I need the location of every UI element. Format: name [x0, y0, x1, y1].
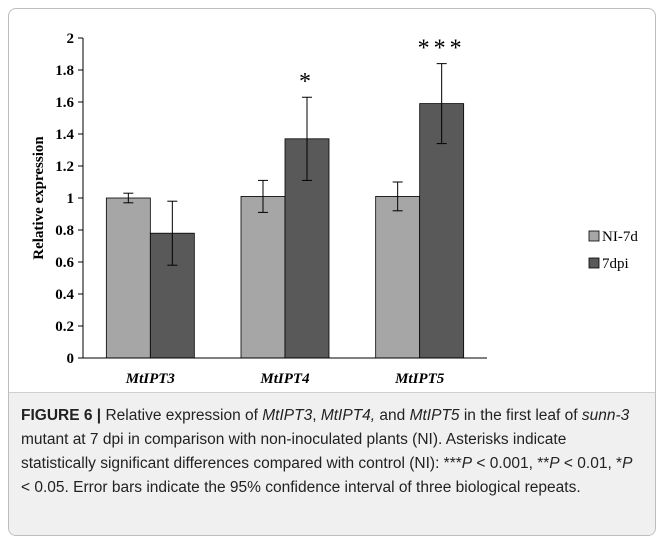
- legend-label: 7dpi: [602, 256, 629, 272]
- y-tick-label: 1: [67, 191, 75, 207]
- y-tick-label: 1.4: [55, 127, 74, 143]
- figure-frame: 0 0.2 0.4 0.6 0.8 1 1.2 1.4 1.6 1.8 2 MtIPT3 MtIPT4 *…: [8, 8, 656, 536]
- bar-ni-7d: [105, 197, 151, 359]
- figure-caption: FIGURE 6 | Relative expression of MtIPT3…: [9, 392, 655, 535]
- x-tick-label: MtIPT5: [394, 371, 445, 387]
- significance-marker: ***: [418, 36, 466, 62]
- y-tick-label: 1.8: [55, 63, 74, 79]
- bar-ni-7d: [240, 195, 286, 359]
- significance-marker: *: [299, 69, 315, 95]
- x-tick-label: MtIPT3: [125, 371, 176, 387]
- bar-ni-7d: [375, 195, 421, 359]
- mutant-name: sunn-3: [581, 407, 630, 424]
- y-tick-label: 1.6: [55, 95, 74, 111]
- gene-name: MtIPT3: [262, 407, 313, 424]
- y-tick-label: 0: [67, 351, 75, 367]
- gene-name: MtIPT5: [409, 407, 460, 424]
- y-tick-label: 0.6: [55, 255, 74, 271]
- gene-name: MtIPT4,: [320, 407, 376, 424]
- x-tick-label: MtIPT4: [259, 371, 310, 387]
- legend-swatch: [588, 230, 600, 242]
- caption-text: FIGURE 6 | Relative expression of MtIPT3…: [21, 407, 633, 496]
- y-tick-label: 0.2: [55, 319, 74, 335]
- figure-label: FIGURE 6 |: [21, 407, 102, 424]
- bar-chart: 0 0.2 0.4 0.6 0.8 1 1.2 1.4 1.6 1.8 2 MtIPT3 MtIPT4 *…: [31, 31, 638, 387]
- y-tick-label: 2: [67, 31, 75, 47]
- y-tick-label: 0.4: [55, 287, 74, 303]
- y-tick-label: 1.2: [55, 159, 74, 175]
- legend-swatch: [588, 257, 600, 269]
- legend-label: NI-7d: [602, 229, 638, 245]
- y-axis-title: Relative expression: [31, 136, 47, 260]
- y-tick-label: 0.8: [55, 223, 74, 239]
